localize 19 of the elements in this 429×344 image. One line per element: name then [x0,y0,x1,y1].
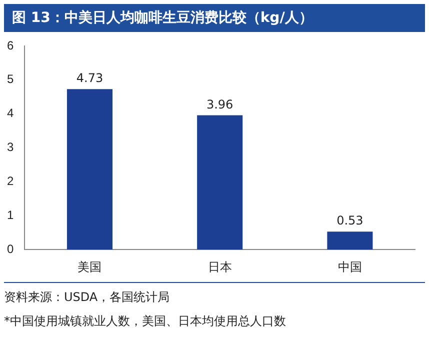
bar [66,89,112,250]
text: *中国使用城镇就业人数，美国、日本均使用总人口数 [4,313,287,330]
x-tick-label: 美国 [78,260,102,274]
x-tick-label: 日本 [208,260,232,274]
data-label: 0.53 [336,214,364,228]
y-tick-label: 6 [6,38,14,52]
y-tick-label: 4 [6,106,14,120]
y-tick-label: 0 [6,242,14,256]
x-tick-label: 中国 [338,260,362,274]
data-label: 3.96 [206,97,234,112]
y-tick-label: 1 [6,208,14,222]
bar [197,115,243,250]
y-tick-label: 2 [6,174,14,188]
y-tick-label: 5 [6,72,14,86]
text: 资料来源：USDA，各国统计局 [4,289,171,306]
bar [327,232,373,250]
data-label: 4.73 [76,71,104,86]
chart-title: 图 13：中美日人均咖啡生豆消费比较（kg/人） [4,4,425,32]
y-tick-label: 3 [6,140,14,154]
